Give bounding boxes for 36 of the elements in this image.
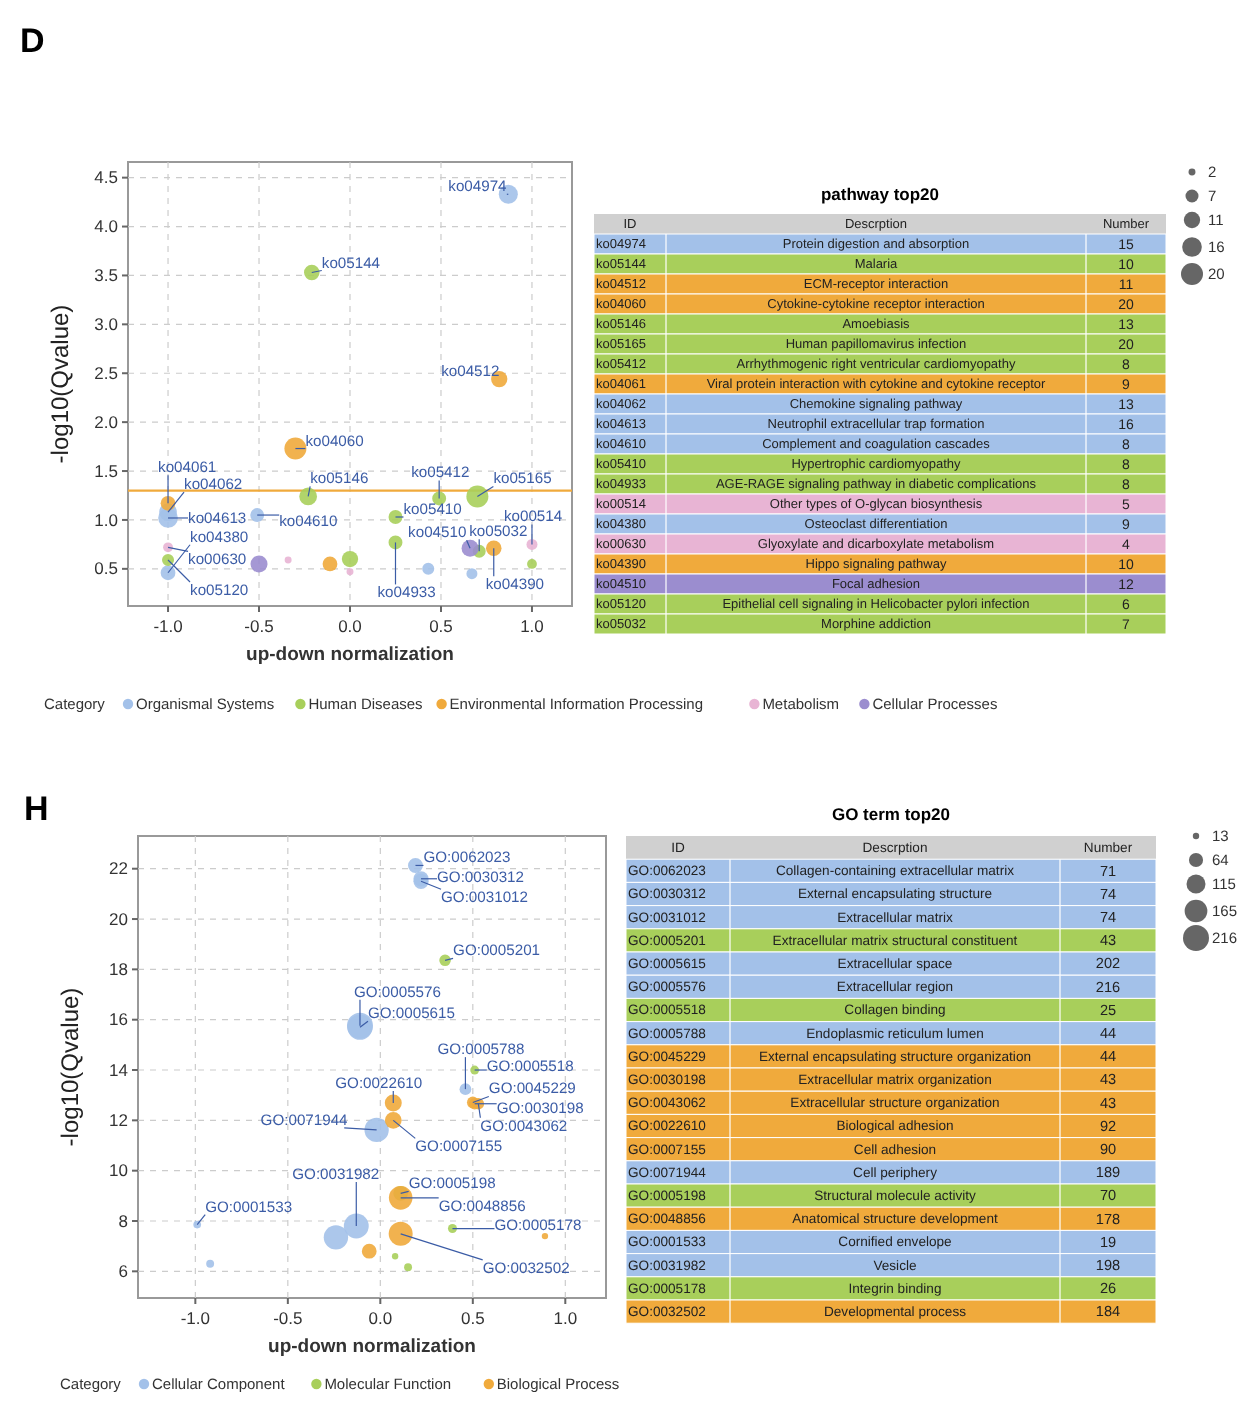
x-axis-title: up-down normalization [246, 644, 455, 666]
y-tick-label: 18 [109, 958, 129, 979]
y-tick-label: 2.0 [94, 411, 119, 432]
y-tick-label: 1.0 [94, 509, 119, 530]
text: pathway top20 [820, 184, 940, 204]
y-tick-label: 22 [109, 858, 129, 879]
y-tick-label: 2.5 [94, 362, 119, 383]
x-tick-label: 1.0 [553, 1308, 578, 1328]
y-tick-label: 10 [109, 1160, 129, 1181]
y-tick-label: 3.5 [94, 265, 119, 286]
x-tick-label: 0.5 [429, 616, 454, 636]
text: H [24, 790, 49, 828]
x-tick-label: 0.0 [368, 1308, 393, 1328]
y-tick-label: 8 [118, 1210, 129, 1231]
y-axis-title: -log10(Qvalue) [46, 304, 74, 464]
y-tick-label: 0.5 [94, 558, 119, 579]
x-tick-label: -0.5 [244, 616, 275, 636]
x-tick-label: -1.0 [153, 616, 184, 636]
x-tick-label: -0.5 [273, 1308, 304, 1328]
x-tick-label: 0.0 [338, 616, 363, 636]
y-axis-title: -log10(Qvalue) [56, 987, 84, 1147]
y-tick-label: 16 [109, 1009, 129, 1030]
x-axis-title: up-down normalization [268, 1336, 477, 1358]
y-tick-label: 4.5 [94, 167, 119, 188]
x-tick-label: 1.0 [520, 616, 545, 636]
text: GO term top20 [831, 804, 951, 824]
x-tick-label: 0.5 [460, 1308, 486, 1328]
y-tick-label: 6 [118, 1260, 129, 1281]
y-tick-label: 14 [109, 1059, 129, 1080]
y-tick-label: 12 [109, 1109, 129, 1130]
text: D [20, 22, 45, 60]
y-tick-label: 1.5 [94, 460, 119, 481]
y-tick-label: 20 [109, 908, 129, 929]
y-tick-label: 3.0 [94, 313, 119, 334]
y-tick-label: 4.0 [94, 216, 119, 237]
x-tick-label: -1.0 [180, 1308, 211, 1328]
